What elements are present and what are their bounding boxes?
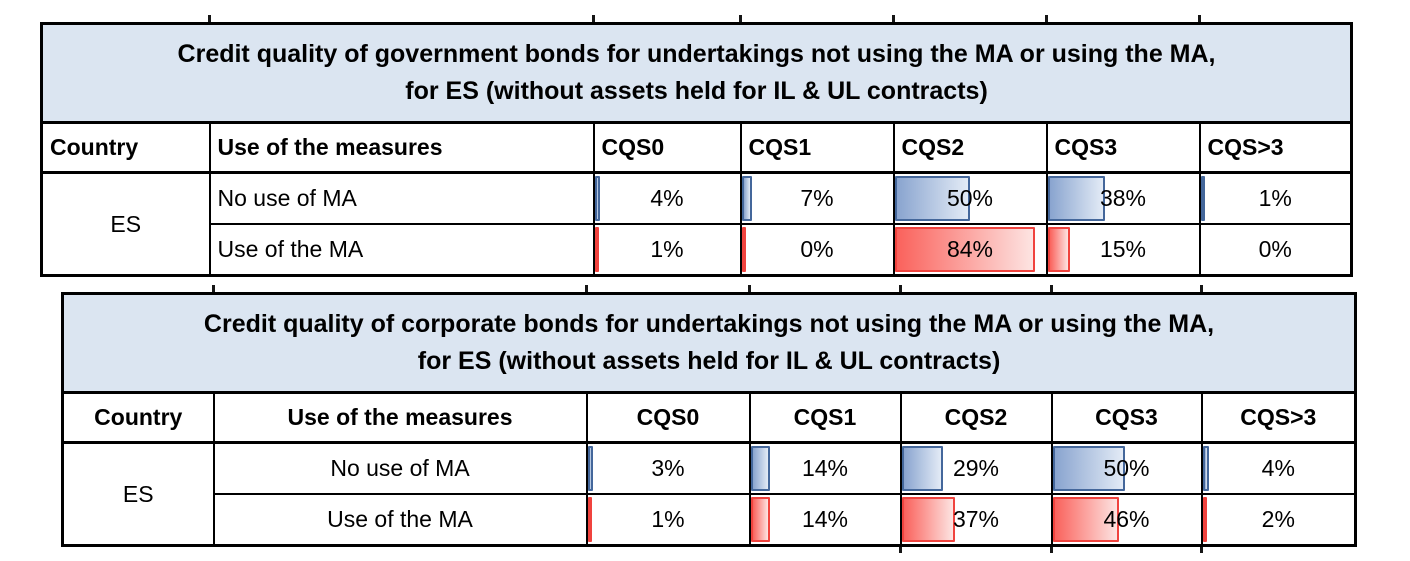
percent-cell: 0% bbox=[1198, 223, 1353, 277]
grid-tick bbox=[1045, 15, 1048, 22]
percent-cell: 3% bbox=[585, 441, 751, 495]
percent-cell: 4% bbox=[1200, 441, 1357, 495]
percent-label: 0% bbox=[800, 236, 834, 262]
data-bar bbox=[751, 497, 770, 542]
percent-label: 29% bbox=[952, 455, 1000, 481]
column-header-cqs0: CQS0 bbox=[585, 391, 751, 444]
percent-label: 1% bbox=[650, 236, 684, 262]
data-bar bbox=[1053, 497, 1120, 542]
percent-label: 37% bbox=[952, 506, 1000, 532]
column-header-measures: Use of the measures bbox=[212, 391, 588, 444]
percent-cell: 0% bbox=[739, 223, 895, 277]
data-bar bbox=[742, 176, 753, 221]
column-header-country: Country bbox=[40, 121, 211, 174]
percent-label: 1% bbox=[1258, 185, 1292, 211]
percent-cell: 29% bbox=[899, 441, 1053, 495]
measure-cell: No use of MA bbox=[208, 171, 595, 225]
percent-label: 0% bbox=[1258, 236, 1292, 262]
percent-label: 50% bbox=[1103, 455, 1150, 481]
table-title: Credit quality of corporate bonds for un… bbox=[61, 292, 1357, 394]
grid-tick bbox=[739, 15, 742, 22]
column-header-cqs3: CQS3 bbox=[1045, 121, 1201, 174]
column-header-cqs2: CQS2 bbox=[899, 391, 1053, 444]
grid-tick bbox=[899, 285, 902, 292]
percent-cell: 4% bbox=[592, 171, 742, 225]
column-header-cqs0: CQS0 bbox=[592, 121, 742, 174]
corporate-bonds-table: Credit quality of corporate bonds for un… bbox=[61, 285, 1358, 553]
grid-tick bbox=[748, 285, 751, 292]
grid-tick bbox=[1200, 285, 1203, 292]
government-bonds-table: Credit quality of government bonds for u… bbox=[40, 15, 1354, 277]
percent-cell: 2% bbox=[1200, 493, 1357, 547]
data-bar bbox=[895, 227, 1035, 272]
percent-cell: 1% bbox=[585, 493, 751, 547]
percent-label: 4% bbox=[650, 185, 684, 211]
data-bar bbox=[588, 497, 592, 542]
data-bar bbox=[1053, 446, 1126, 491]
percent-cell: 50% bbox=[1050, 441, 1203, 495]
column-header-cqs2: CQS2 bbox=[892, 121, 1048, 174]
column-header-country: Country bbox=[61, 391, 215, 444]
percent-label: 7% bbox=[800, 185, 834, 211]
measure-cell: Use of the MA bbox=[212, 493, 588, 547]
grid-tick bbox=[899, 547, 902, 553]
country-cell: ES bbox=[61, 441, 215, 547]
percent-cell: 50% bbox=[892, 171, 1048, 225]
column-header-cqsgt3: CQS>3 bbox=[1200, 391, 1357, 444]
percent-label: 4% bbox=[1261, 455, 1295, 481]
column-header-cqs1: CQS1 bbox=[748, 391, 902, 444]
percent-label: 15% bbox=[1099, 236, 1147, 262]
percent-cell: 1% bbox=[1198, 171, 1353, 225]
grid-tick bbox=[212, 285, 215, 292]
data-bar bbox=[902, 446, 944, 491]
column-header-cqs3: CQS3 bbox=[1050, 391, 1203, 444]
percent-label: 14% bbox=[801, 455, 849, 481]
percent-cell: 1% bbox=[592, 223, 742, 277]
grid-tick bbox=[1198, 15, 1201, 22]
grid-tick bbox=[592, 15, 595, 22]
percent-label: 1% bbox=[651, 506, 685, 532]
grid-tick bbox=[1050, 547, 1053, 553]
percent-cell: 7% bbox=[739, 171, 895, 225]
percent-cell: 37% bbox=[899, 493, 1053, 547]
grid-tick bbox=[892, 15, 895, 22]
grid-tick bbox=[1050, 285, 1053, 292]
column-header-cqsgt3: CQS>3 bbox=[1198, 121, 1353, 174]
measure-cell: Use of the MA bbox=[208, 223, 595, 277]
data-bar bbox=[1203, 497, 1208, 542]
data-bar bbox=[902, 497, 956, 542]
percent-cell: 14% bbox=[748, 493, 902, 547]
data-bar bbox=[588, 446, 594, 491]
grid-tick bbox=[1200, 547, 1203, 553]
percent-cell: 84% bbox=[892, 223, 1048, 277]
data-bar bbox=[742, 227, 746, 272]
percent-label: 46% bbox=[1103, 506, 1150, 532]
percent-label: 84% bbox=[946, 236, 994, 262]
percent-cell: 15% bbox=[1045, 223, 1201, 277]
measure-cell: No use of MA bbox=[212, 441, 588, 495]
data-bar bbox=[595, 176, 601, 221]
percent-label: 50% bbox=[946, 185, 994, 211]
data-bar bbox=[1203, 446, 1209, 491]
data-bar bbox=[1048, 227, 1071, 272]
data-bar bbox=[595, 227, 599, 272]
data-bar bbox=[1201, 176, 1205, 221]
percent-cell: 14% bbox=[748, 441, 902, 495]
percent-label: 3% bbox=[651, 455, 685, 481]
table-title: Credit quality of government bonds for u… bbox=[40, 22, 1353, 124]
data-bar bbox=[895, 176, 970, 221]
percent-label: 14% bbox=[801, 506, 849, 532]
data-bar bbox=[751, 446, 770, 491]
percent-label: 2% bbox=[1261, 506, 1295, 532]
grid-tick bbox=[208, 15, 211, 22]
grid-tick bbox=[585, 285, 588, 292]
data-bar bbox=[1048, 176, 1105, 221]
percent-label: 38% bbox=[1099, 185, 1147, 211]
percent-cell: 38% bbox=[1045, 171, 1201, 225]
column-header-cqs1: CQS1 bbox=[739, 121, 895, 174]
column-header-measures: Use of the measures bbox=[208, 121, 595, 174]
percent-cell: 46% bbox=[1050, 493, 1203, 547]
country-cell: ES bbox=[40, 171, 211, 277]
